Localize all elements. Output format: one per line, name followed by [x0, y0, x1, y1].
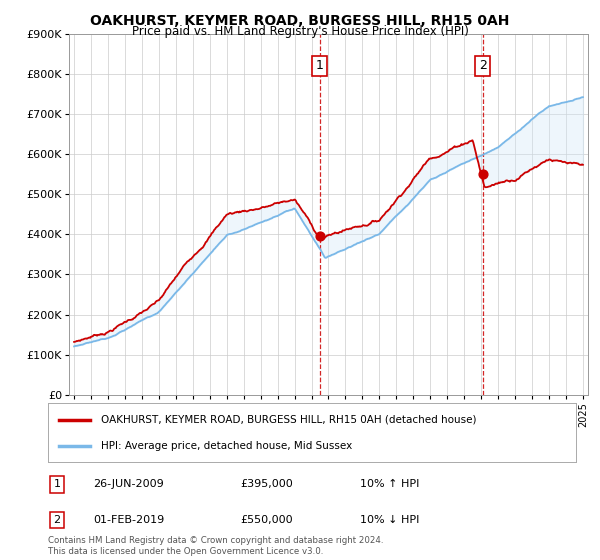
Text: 01-FEB-2019: 01-FEB-2019	[93, 515, 164, 525]
Text: 10% ↓ HPI: 10% ↓ HPI	[360, 515, 419, 525]
Text: 1: 1	[53, 479, 61, 489]
Text: HPI: Average price, detached house, Mid Sussex: HPI: Average price, detached house, Mid …	[101, 441, 352, 451]
Text: £550,000: £550,000	[240, 515, 293, 525]
Text: 2: 2	[479, 59, 487, 72]
Text: 2: 2	[53, 515, 61, 525]
Text: 1: 1	[316, 59, 324, 72]
Text: 26-JUN-2009: 26-JUN-2009	[93, 479, 164, 489]
Text: 10% ↑ HPI: 10% ↑ HPI	[360, 479, 419, 489]
Point	[478, 170, 487, 179]
Text: £395,000: £395,000	[240, 479, 293, 489]
Text: OAKHURST, KEYMER ROAD, BURGESS HILL, RH15 0AH: OAKHURST, KEYMER ROAD, BURGESS HILL, RH1…	[91, 14, 509, 28]
Text: OAKHURST, KEYMER ROAD, BURGESS HILL, RH15 0AH (detached house): OAKHURST, KEYMER ROAD, BURGESS HILL, RH1…	[101, 414, 476, 424]
Text: Contains HM Land Registry data © Crown copyright and database right 2024.
This d: Contains HM Land Registry data © Crown c…	[48, 536, 383, 556]
Point	[315, 232, 325, 241]
Text: Price paid vs. HM Land Registry's House Price Index (HPI): Price paid vs. HM Land Registry's House …	[131, 25, 469, 38]
